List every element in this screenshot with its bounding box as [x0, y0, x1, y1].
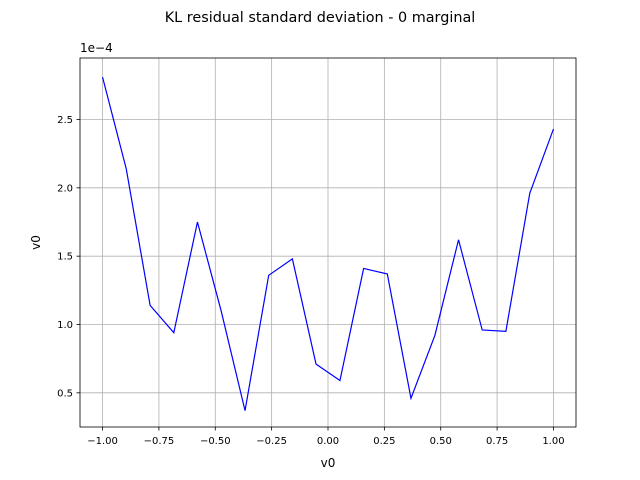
- y-tick-label: 2.0: [57, 183, 73, 194]
- x-tick-label: 1.00: [542, 436, 564, 447]
- x-tick-label: 0.25: [373, 436, 395, 447]
- x-axis-label: v0: [321, 456, 336, 470]
- series-line: [101, 76, 555, 411]
- grid-lines: [80, 58, 576, 427]
- x-tick-label: −1.00: [87, 436, 118, 447]
- x-tick-label: 0.00: [317, 436, 339, 447]
- y-offset-label: 1e−4: [80, 41, 113, 55]
- y-tick-label: 1.5: [57, 252, 73, 263]
- x-tick-label: −0.75: [144, 436, 175, 447]
- y-axis: 0.5 1.0 1.5 2.0 2.5: [57, 115, 80, 399]
- x-tick-label: −0.50: [200, 436, 231, 447]
- x-tick-label: 0.50: [430, 436, 452, 447]
- y-tick-label: 0.5: [57, 388, 73, 399]
- x-axis: −1.00 −0.75 −0.50 −0.25 0.00 0.25 0.50 0.75 1.00: [87, 427, 565, 447]
- y-tick-label: 2.5: [57, 115, 73, 126]
- x-tick-label: −0.25: [256, 436, 287, 447]
- x-tick-label: 0.75: [486, 436, 508, 447]
- chart-title: KL residual standard deviation - 0 margi…: [165, 10, 476, 26]
- y-axis-label: v0: [29, 235, 43, 250]
- y-tick-label: 1.0: [57, 320, 73, 331]
